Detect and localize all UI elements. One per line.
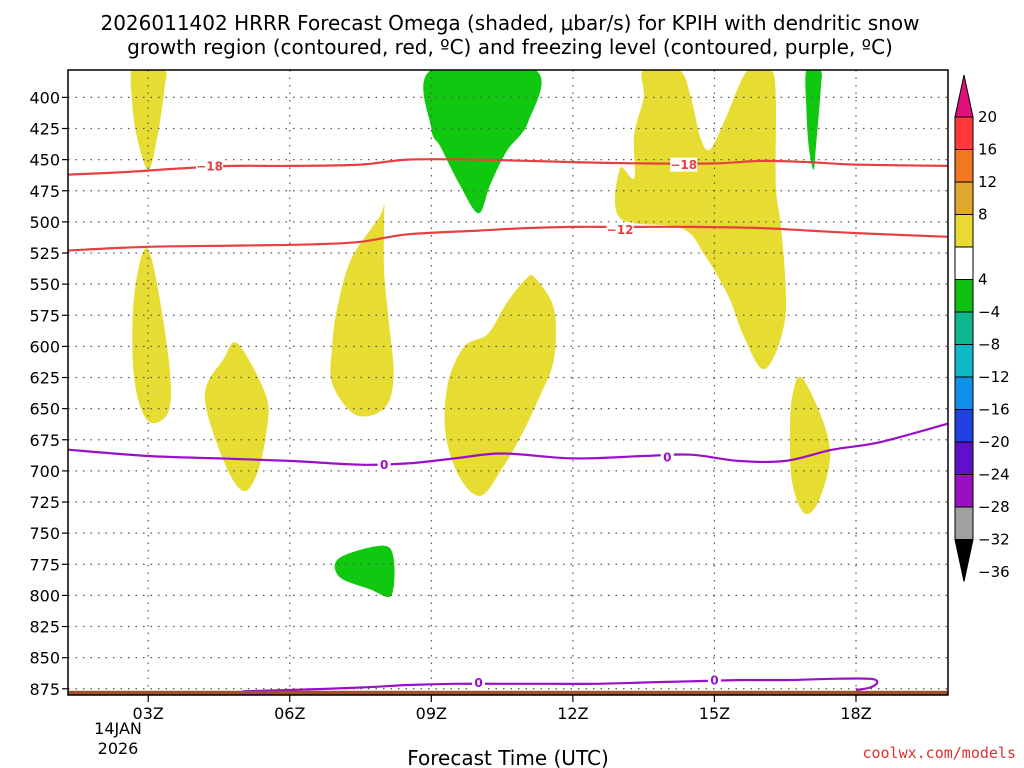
colorbar-label-5: 4 <box>978 271 988 289</box>
terrain-layer <box>68 690 948 695</box>
contour-label-1: −18 <box>196 159 223 173</box>
contour-line-2 <box>68 225 948 252</box>
plot-frame <box>67 69 949 696</box>
date-label-day: 14JAN <box>94 719 142 738</box>
contour-label-4-bg <box>472 675 486 690</box>
chart-title-line-1: 2026011402 HRRR Forecast Omega (shaded, … <box>100 11 919 35</box>
y-tick-label-425: 425 <box>29 120 60 139</box>
colorbar-top-arrow <box>954 74 974 118</box>
contour-label-extra-3: 0 <box>710 674 718 688</box>
omega-region-yellow-5 <box>444 274 557 496</box>
contours-layer: −18 −12 0 0 −18 0 0 <box>68 157 948 693</box>
omega-region-yellow-6 <box>614 70 787 370</box>
omega-region-yellow-2 <box>132 248 172 424</box>
x-tick-label-06Z: 06Z <box>274 704 305 723</box>
x-axis-label: Forecast Time (UTC) <box>407 746 609 768</box>
date-label-year: 2026 <box>98 739 139 758</box>
y-tick-label-700: 700 <box>29 462 60 481</box>
y-tick-label-450: 450 <box>29 151 60 170</box>
y-tick-label-750: 750 <box>29 524 60 543</box>
colorbar-bin-7 <box>954 311 974 345</box>
colorbar: 20 16 12 8 4 −4 −8 −12 −16 −20 −24 −28 −32 −36 <box>954 74 1010 582</box>
contour-label-3-bg <box>377 457 391 472</box>
contour-label-3: 0 <box>380 458 388 472</box>
contour-label-4: 0 <box>474 676 482 690</box>
contour-label-2-bg <box>606 222 634 237</box>
colorbar-bin-2 <box>954 149 974 183</box>
colorbar-bin-13 <box>954 506 974 540</box>
credit-text: coolwx.com/models <box>862 744 1016 762</box>
chart-title-line-2: growth region (contoured, red, ºC) and f… <box>127 35 893 59</box>
y-tick-label-575: 575 <box>29 306 60 325</box>
colorbar-label-1: 20 <box>978 108 997 126</box>
y-tick-label-525: 525 <box>29 244 60 263</box>
y-tick-label-875: 875 <box>29 680 60 699</box>
contour-label-extra-2-bg <box>660 450 674 465</box>
y-tick-label-475: 475 <box>29 182 60 201</box>
colorbar-label-3: 12 <box>978 173 997 191</box>
contour-label-2: −12 <box>607 223 634 237</box>
colorbar-label-12: −28 <box>978 498 1010 516</box>
y-tick-label-825: 825 <box>29 618 60 637</box>
x-tick-label-09Z: 09Z <box>416 704 447 723</box>
contour-label-1-bg <box>196 158 224 173</box>
omega-region-yellow-7 <box>789 376 831 515</box>
contour-line-3 <box>68 422 948 466</box>
omega-region-green-9 <box>805 70 822 170</box>
contour-label-extra-1-bg <box>670 157 698 172</box>
colorbar-bin-4 <box>954 214 974 248</box>
colorbar-bin-12 <box>954 474 974 508</box>
y-tick-label-675: 675 <box>29 431 60 450</box>
colorbar-label-9: −16 <box>978 401 1010 419</box>
y-tick-label-600: 600 <box>29 337 60 356</box>
y-tick-label-550: 550 <box>29 275 60 294</box>
y-tick-label-725: 725 <box>29 493 60 512</box>
contour-label-extra-2: 0 <box>663 451 671 465</box>
colorbar-label-6: −4 <box>978 303 1000 321</box>
colorbar-label-4: 8 <box>978 206 988 224</box>
colorbar-label-10: −20 <box>978 433 1010 451</box>
y-tick-label-650: 650 <box>29 400 60 419</box>
terrain-band <box>68 690 948 695</box>
colorbar-bottom-arrow <box>954 539 974 582</box>
omega-region-yellow-4 <box>330 203 394 417</box>
y-tick-label-625: 625 <box>29 369 60 388</box>
colorbar-bin-1 <box>954 116 974 150</box>
y-tick-label-500: 500 <box>29 213 60 232</box>
contour-line-4 <box>242 677 879 693</box>
x-tick-label-12Z: 12Z <box>557 704 588 723</box>
colorbar-bin-10 <box>954 409 974 443</box>
colorbar-bin-3 <box>954 181 974 215</box>
y-tick-label-775: 775 <box>29 555 60 574</box>
omega-shading-layer <box>130 70 831 598</box>
colorbar-bin-9 <box>954 376 974 410</box>
colorbar-label-14: −36 <box>978 563 1010 581</box>
contour-label-extra-3-bg <box>707 673 721 688</box>
omega-region-green-10 <box>334 545 395 598</box>
colorbar-label-11: −24 <box>978 466 1010 484</box>
colorbar-label-7: −8 <box>978 336 1000 354</box>
x-tick-label-18Z: 18Z <box>840 704 871 723</box>
omega-region-green-8 <box>423 70 542 214</box>
colorbar-label-8: −12 <box>978 368 1010 386</box>
x-tick-label-15Z: 15Z <box>699 704 730 723</box>
omega-region-yellow-1 <box>130 70 167 170</box>
colorbar-label-13: −32 <box>978 531 1010 549</box>
omega-region-yellow-3 <box>204 342 269 492</box>
colorbar-bin-6 <box>954 279 974 313</box>
y-tick-label-800: 800 <box>29 586 60 605</box>
colorbar-label-2: 16 <box>978 141 997 159</box>
colorbar-bin-5 <box>954 246 974 280</box>
x-tick-label-03Z: 03Z <box>133 704 164 723</box>
y-tick-label-850: 850 <box>29 649 60 668</box>
colorbar-bin-8 <box>954 344 974 378</box>
y-axis: 400 425 450 475 500 525 550 575 600 625 650 675 700 7… <box>29 88 68 699</box>
y-tick-label-400: 400 <box>29 88 60 107</box>
contour-label-extra-1: −18 <box>670 158 697 172</box>
colorbar-bin-11 <box>954 441 974 475</box>
x-axis: 03Z 06Z 09Z 12Z 15Z 18Z <box>133 695 872 723</box>
